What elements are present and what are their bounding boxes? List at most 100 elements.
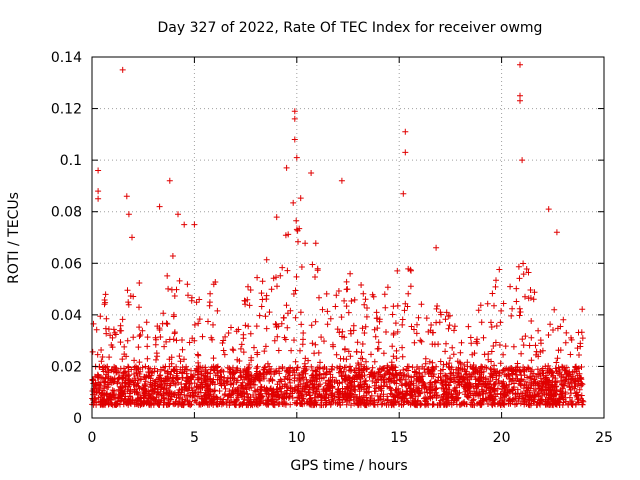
data-point (442, 316, 449, 323)
data-point (311, 394, 318, 401)
data-point (119, 356, 126, 363)
data-point (279, 364, 286, 370)
data-point (371, 388, 378, 395)
data-point (104, 390, 111, 397)
data-point (103, 315, 110, 322)
data-point (378, 377, 385, 384)
data-point (338, 314, 345, 321)
y-tick-label: 0.06 (51, 256, 82, 272)
data-point (366, 384, 373, 391)
data-point (287, 307, 294, 314)
data-point (251, 396, 258, 403)
data-point (469, 390, 476, 397)
data-point (262, 313, 269, 320)
data-point (325, 382, 332, 389)
data-point (433, 244, 440, 251)
data-point (418, 301, 425, 308)
data-point (228, 324, 234, 331)
data-point (553, 401, 560, 408)
data-point (415, 393, 422, 400)
data-point (219, 340, 226, 346)
data-point (377, 385, 384, 392)
data-point (143, 319, 150, 326)
data-point (347, 353, 354, 360)
data-point (99, 354, 106, 360)
data-point (404, 399, 411, 406)
data-point (283, 164, 290, 171)
data-point (235, 326, 242, 333)
data-point (551, 388, 558, 395)
data-point (380, 391, 387, 398)
data-point (271, 337, 278, 344)
data-point (95, 167, 102, 174)
data-point (478, 363, 485, 370)
data-point (281, 393, 288, 400)
data-point (442, 378, 449, 385)
data-point (309, 378, 316, 385)
data-point (389, 343, 396, 350)
data-point (171, 392, 178, 399)
data-point (348, 381, 355, 388)
data-point (448, 376, 455, 383)
data-point (356, 388, 363, 395)
data-point (314, 366, 321, 373)
data-point (289, 388, 296, 395)
data-point (401, 307, 408, 314)
data-point (185, 400, 192, 407)
data-point (119, 66, 126, 73)
data-point (475, 375, 482, 382)
data-point (557, 377, 564, 384)
data-point (258, 384, 265, 390)
data-point (312, 240, 319, 247)
data-point (458, 373, 464, 379)
data-point (166, 177, 173, 184)
data-point (121, 343, 128, 350)
data-point (254, 363, 261, 370)
data-point (376, 318, 383, 325)
data-point (408, 392, 415, 399)
data-point (506, 381, 513, 388)
data-point (442, 348, 449, 355)
data-point (301, 367, 308, 374)
data-point (357, 381, 363, 388)
data-point (221, 351, 228, 358)
data-point (364, 305, 370, 311)
data-point (497, 360, 504, 367)
data-point (347, 363, 353, 370)
data-point (386, 384, 393, 391)
data-point (131, 371, 137, 377)
data-point (290, 199, 297, 206)
data-point (527, 287, 534, 293)
data-point (119, 316, 126, 323)
data-point (117, 339, 124, 346)
data-point (162, 375, 169, 382)
data-point (142, 363, 149, 370)
data-point (287, 364, 294, 371)
plot-border (91, 56, 605, 419)
data-point (134, 401, 141, 408)
data-point (292, 287, 299, 294)
data-point (347, 394, 354, 401)
data-point (494, 368, 500, 375)
data-point (557, 323, 564, 330)
data-point (168, 354, 175, 361)
data-point (438, 311, 444, 318)
data-point (446, 364, 453, 371)
data-point (484, 300, 491, 307)
data-point (575, 365, 582, 372)
data-point (284, 267, 291, 274)
data-point (125, 301, 132, 308)
data-point (503, 392, 510, 398)
data-point (492, 283, 499, 290)
data-point (175, 401, 181, 408)
data-point (187, 373, 194, 380)
data-point (509, 305, 516, 312)
data-point (411, 326, 417, 333)
data-point (358, 282, 365, 288)
data-point (203, 394, 210, 401)
data-point (373, 379, 380, 386)
data-point (510, 343, 517, 350)
data-point (475, 392, 482, 399)
data-point (210, 355, 217, 362)
data-point (469, 371, 475, 378)
